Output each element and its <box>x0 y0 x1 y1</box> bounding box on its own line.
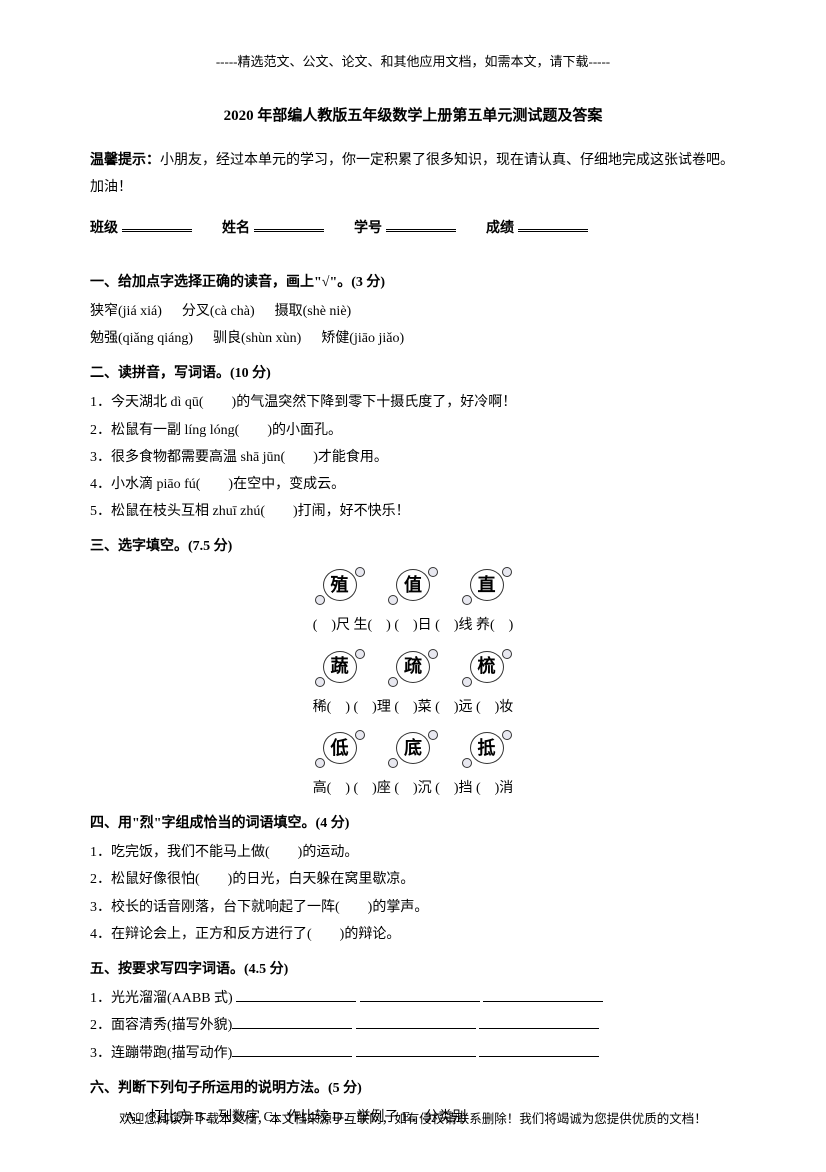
class-blank[interactable] <box>122 216 192 233</box>
score-blank[interactable] <box>518 216 588 233</box>
s3-char-row-2: 蔬 疏 梳 <box>90 647 736 689</box>
student-info-row: 班级 姓名 学号 成绩 <box>90 216 736 242</box>
header-line: -----精选范文、公文、论文、和其他应用文档，如需本文，请下载----- <box>90 50 736 73</box>
s4-q2: 2．松鼠好像很怕( )的日光，白天躲在窝里歇凉。 <box>90 867 736 892</box>
s2-q1: 1．今天湖北 dì qū( )的气温突然下降到零下十摄氏度了，好冷啊！ <box>90 390 736 415</box>
s3-char-row-3: 低 底 抵 <box>90 728 736 770</box>
section-6-title: 六、判断下列句子所运用的说明方法。(5 分) <box>90 1076 736 1101</box>
s1-row1: 狭窄(jiá xiá) 分叉(cà chà) 摄取(shè niè) <box>90 299 736 324</box>
s4-q4: 4．在辩论会上，正方和反方进行了( )的辩论。 <box>90 922 736 947</box>
score-field: 成绩 <box>486 216 588 242</box>
class-field: 班级 <box>90 216 192 242</box>
blank[interactable] <box>479 1015 599 1029</box>
s3-char-row-1: 殖 值 直 <box>90 565 736 607</box>
section-2-title: 二、读拼音，写词语。(10 分) <box>90 361 736 386</box>
s5-q1: 1．光光溜溜(AABB 式) <box>90 986 736 1011</box>
id-field: 学号 <box>354 216 456 242</box>
char-bubble: 值 <box>390 565 436 607</box>
name-field: 姓名 <box>222 216 324 242</box>
blank[interactable] <box>360 988 480 1002</box>
page-container: -----精选范文、公文、论文、和其他应用文档，如需本文，请下载----- 20… <box>0 0 826 1172</box>
tip-text: 小朋友，经过本单元的学习，你一定积累了很多知识，现在请认真、仔细地完成这张试卷吧… <box>90 153 734 195</box>
blank[interactable] <box>479 1043 599 1057</box>
page-title: 2020 年部编人教版五年级数学上册第五单元测试题及答案 <box>90 103 736 130</box>
char-bubble: 低 <box>317 728 363 770</box>
char-bubble: 梳 <box>464 647 510 689</box>
s4-q3: 3．校长的话音刚落，台下就响起了一阵( )的掌声。 <box>90 895 736 920</box>
section-3-title: 三、选字填空。(7.5 分) <box>90 534 736 559</box>
char-bubble: 抵 <box>464 728 510 770</box>
s3-fill-3: 高( ) ( )座 ( )沉 ( )挡 ( )消 <box>90 776 736 801</box>
id-blank[interactable] <box>386 216 456 233</box>
s2-q3: 3．很多食物都需要高温 shā jūn( )才能食用。 <box>90 445 736 470</box>
blank[interactable] <box>236 988 356 1002</box>
section-5-title: 五、按要求写四字词语。(4.5 分) <box>90 957 736 982</box>
section-4-title: 四、用"烈"字组成恰当的词语填空。(4 分) <box>90 811 736 836</box>
s3-fill-1: ( )尺 生( ) ( )日 ( )线 养( ) <box>90 613 736 638</box>
tip-label: 温馨提示： <box>90 153 160 168</box>
blank[interactable] <box>232 1015 352 1029</box>
blank[interactable] <box>356 1043 476 1057</box>
footer-line: 欢迎您阅读并下载本文档，本文档来源于互联网，如有侵权请联系删除！我们将竭诚为您提… <box>0 1108 826 1131</box>
s5-q2: 2．面容清秀(描写外貌) <box>90 1013 736 1038</box>
s3-fill-2: 稀( ) ( )理 ( )菜 ( )远 ( )妆 <box>90 695 736 720</box>
blank[interactable] <box>232 1043 352 1057</box>
section-1-title: 一、给加点字选择正确的读音，画上"√"。(3 分) <box>90 270 736 295</box>
s2-q2: 2．松鼠有一副 líng lóng( )的小面孔。 <box>90 418 736 443</box>
s2-q4: 4．小水滴 piāo fú( )在空中，变成云。 <box>90 472 736 497</box>
char-bubble: 直 <box>464 565 510 607</box>
s1-row2: 勉强(qiǎng qiáng) 驯良(shùn xùn) 矫健(jiāo jiǎ… <box>90 326 736 351</box>
blank[interactable] <box>356 1015 476 1029</box>
char-bubble: 疏 <box>390 647 436 689</box>
char-bubble: 底 <box>390 728 436 770</box>
name-blank[interactable] <box>254 216 324 233</box>
blank[interactable] <box>483 988 603 1002</box>
s5-q3: 3．连蹦带跑(描写动作) <box>90 1041 736 1066</box>
char-bubble: 蔬 <box>317 647 363 689</box>
tip-block: 温馨提示：小朋友，经过本单元的学习，你一定积累了很多知识，现在请认真、仔细地完成… <box>90 148 736 201</box>
s4-q1: 1．吃完饭，我们不能马上做( )的运动。 <box>90 840 736 865</box>
s2-q5: 5．松鼠在枝头互相 zhuī zhú( )打闹，好不快乐！ <box>90 499 736 524</box>
char-bubble: 殖 <box>317 565 363 607</box>
